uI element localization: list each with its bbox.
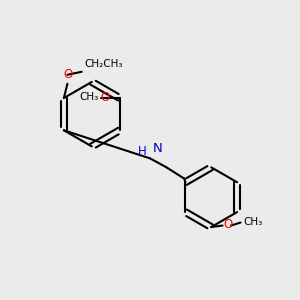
Text: O: O: [224, 218, 233, 232]
Text: O: O: [63, 68, 73, 81]
Text: N: N: [152, 142, 162, 155]
Text: CH₂CH₃: CH₂CH₃: [85, 59, 123, 69]
Text: CH₃: CH₃: [79, 92, 98, 102]
Text: O: O: [100, 91, 110, 104]
Text: H: H: [138, 145, 147, 158]
Text: CH₃: CH₃: [244, 217, 263, 227]
